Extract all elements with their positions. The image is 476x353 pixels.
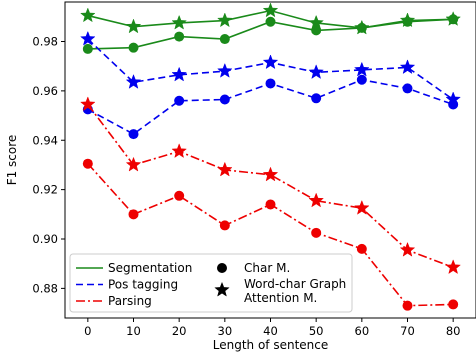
x-tick-label: 40 (263, 324, 278, 338)
legend-label: Segmentation (108, 261, 192, 275)
data-point (445, 259, 461, 275)
data-point (354, 199, 370, 215)
y-tick-label: 0.98 (32, 35, 58, 49)
x-tick-label: 20 (172, 324, 187, 338)
data-point (265, 199, 276, 210)
data-point (217, 161, 233, 177)
data-point (262, 166, 279, 182)
data-point (265, 78, 276, 89)
x-axis-label: Length of sentence (213, 338, 329, 352)
legend-marker-swatch (217, 263, 227, 273)
data-point (128, 209, 139, 220)
data-point (399, 241, 416, 257)
x-tick-label: 60 (355, 324, 370, 338)
data-point (128, 42, 139, 53)
y-tick-label: 0.96 (32, 84, 58, 98)
data-point (356, 243, 367, 254)
legend-label: Parsing (108, 294, 152, 308)
series-line (87, 103, 454, 269)
series-pos-tagging-graph-attention (80, 30, 461, 107)
data-point (219, 220, 230, 231)
data-point (171, 66, 187, 82)
data-point (445, 11, 461, 26)
data-point (311, 227, 322, 238)
x-tick-label: 80 (446, 324, 461, 338)
x-tick-label: 10 (126, 324, 141, 338)
data-point (128, 129, 139, 140)
data-point (356, 74, 367, 85)
series-segmentation-graph-attention (80, 2, 461, 35)
x-tick-label: 50 (309, 324, 324, 338)
data-point (125, 74, 142, 89)
data-point (125, 156, 142, 172)
y-tick-label: 0.92 (32, 183, 58, 197)
x-tick-label: 70 (400, 324, 415, 338)
data-point (402, 300, 413, 311)
series-parsing-graph-attention (80, 96, 461, 275)
data-point (171, 14, 187, 30)
data-point (174, 190, 185, 201)
data-point (217, 62, 233, 78)
data-point (171, 143, 187, 158)
data-point (445, 91, 461, 107)
data-point (82, 43, 93, 54)
legend-label: Word-char Graph (244, 277, 346, 291)
legend-label: Char M. (244, 261, 290, 275)
legend-frame (69, 253, 353, 313)
data-point (399, 12, 416, 28)
x-tick-label: 0 (84, 324, 91, 338)
data-point (262, 2, 279, 18)
data-point (174, 95, 185, 106)
data-point (265, 16, 276, 27)
y-tick-label: 0.88 (32, 281, 58, 295)
series-parsing-char (82, 158, 459, 311)
data-point (174, 31, 185, 42)
data-point (308, 14, 324, 30)
legend-label: Attention M. (244, 291, 317, 305)
legend: Segmentation Pos tagging Parsing Char M. Wor… (69, 253, 353, 313)
axes-layer: 0 10 20 30 40 50 60 70 80 0.88 0.90 0.92 0.94 0.96 0.9… (32, 35, 460, 339)
legend-label: Pos tagging (108, 278, 178, 292)
data-point (308, 192, 324, 208)
x-tick-label: 30 (218, 324, 233, 338)
data-point (80, 30, 96, 46)
data-point (311, 93, 322, 104)
data-point (219, 94, 230, 105)
data-point (219, 34, 230, 45)
y-tick-label: 0.90 (32, 232, 58, 246)
data-point (80, 96, 96, 112)
data-point (262, 54, 279, 70)
data-point (354, 61, 370, 77)
legend-marker-swatch (214, 281, 230, 297)
y-tick-label: 0.94 (32, 133, 58, 147)
series-layer (80, 2, 461, 311)
data-point (80, 7, 96, 23)
data-point (308, 64, 324, 79)
y-axis-label: F1 score (5, 135, 19, 186)
data-point (217, 12, 233, 28)
data-point (448, 299, 459, 310)
data-point (399, 59, 416, 75)
data-point (402, 83, 413, 94)
data-point (82, 158, 93, 169)
data-point (354, 19, 370, 35)
data-point (125, 18, 142, 34)
